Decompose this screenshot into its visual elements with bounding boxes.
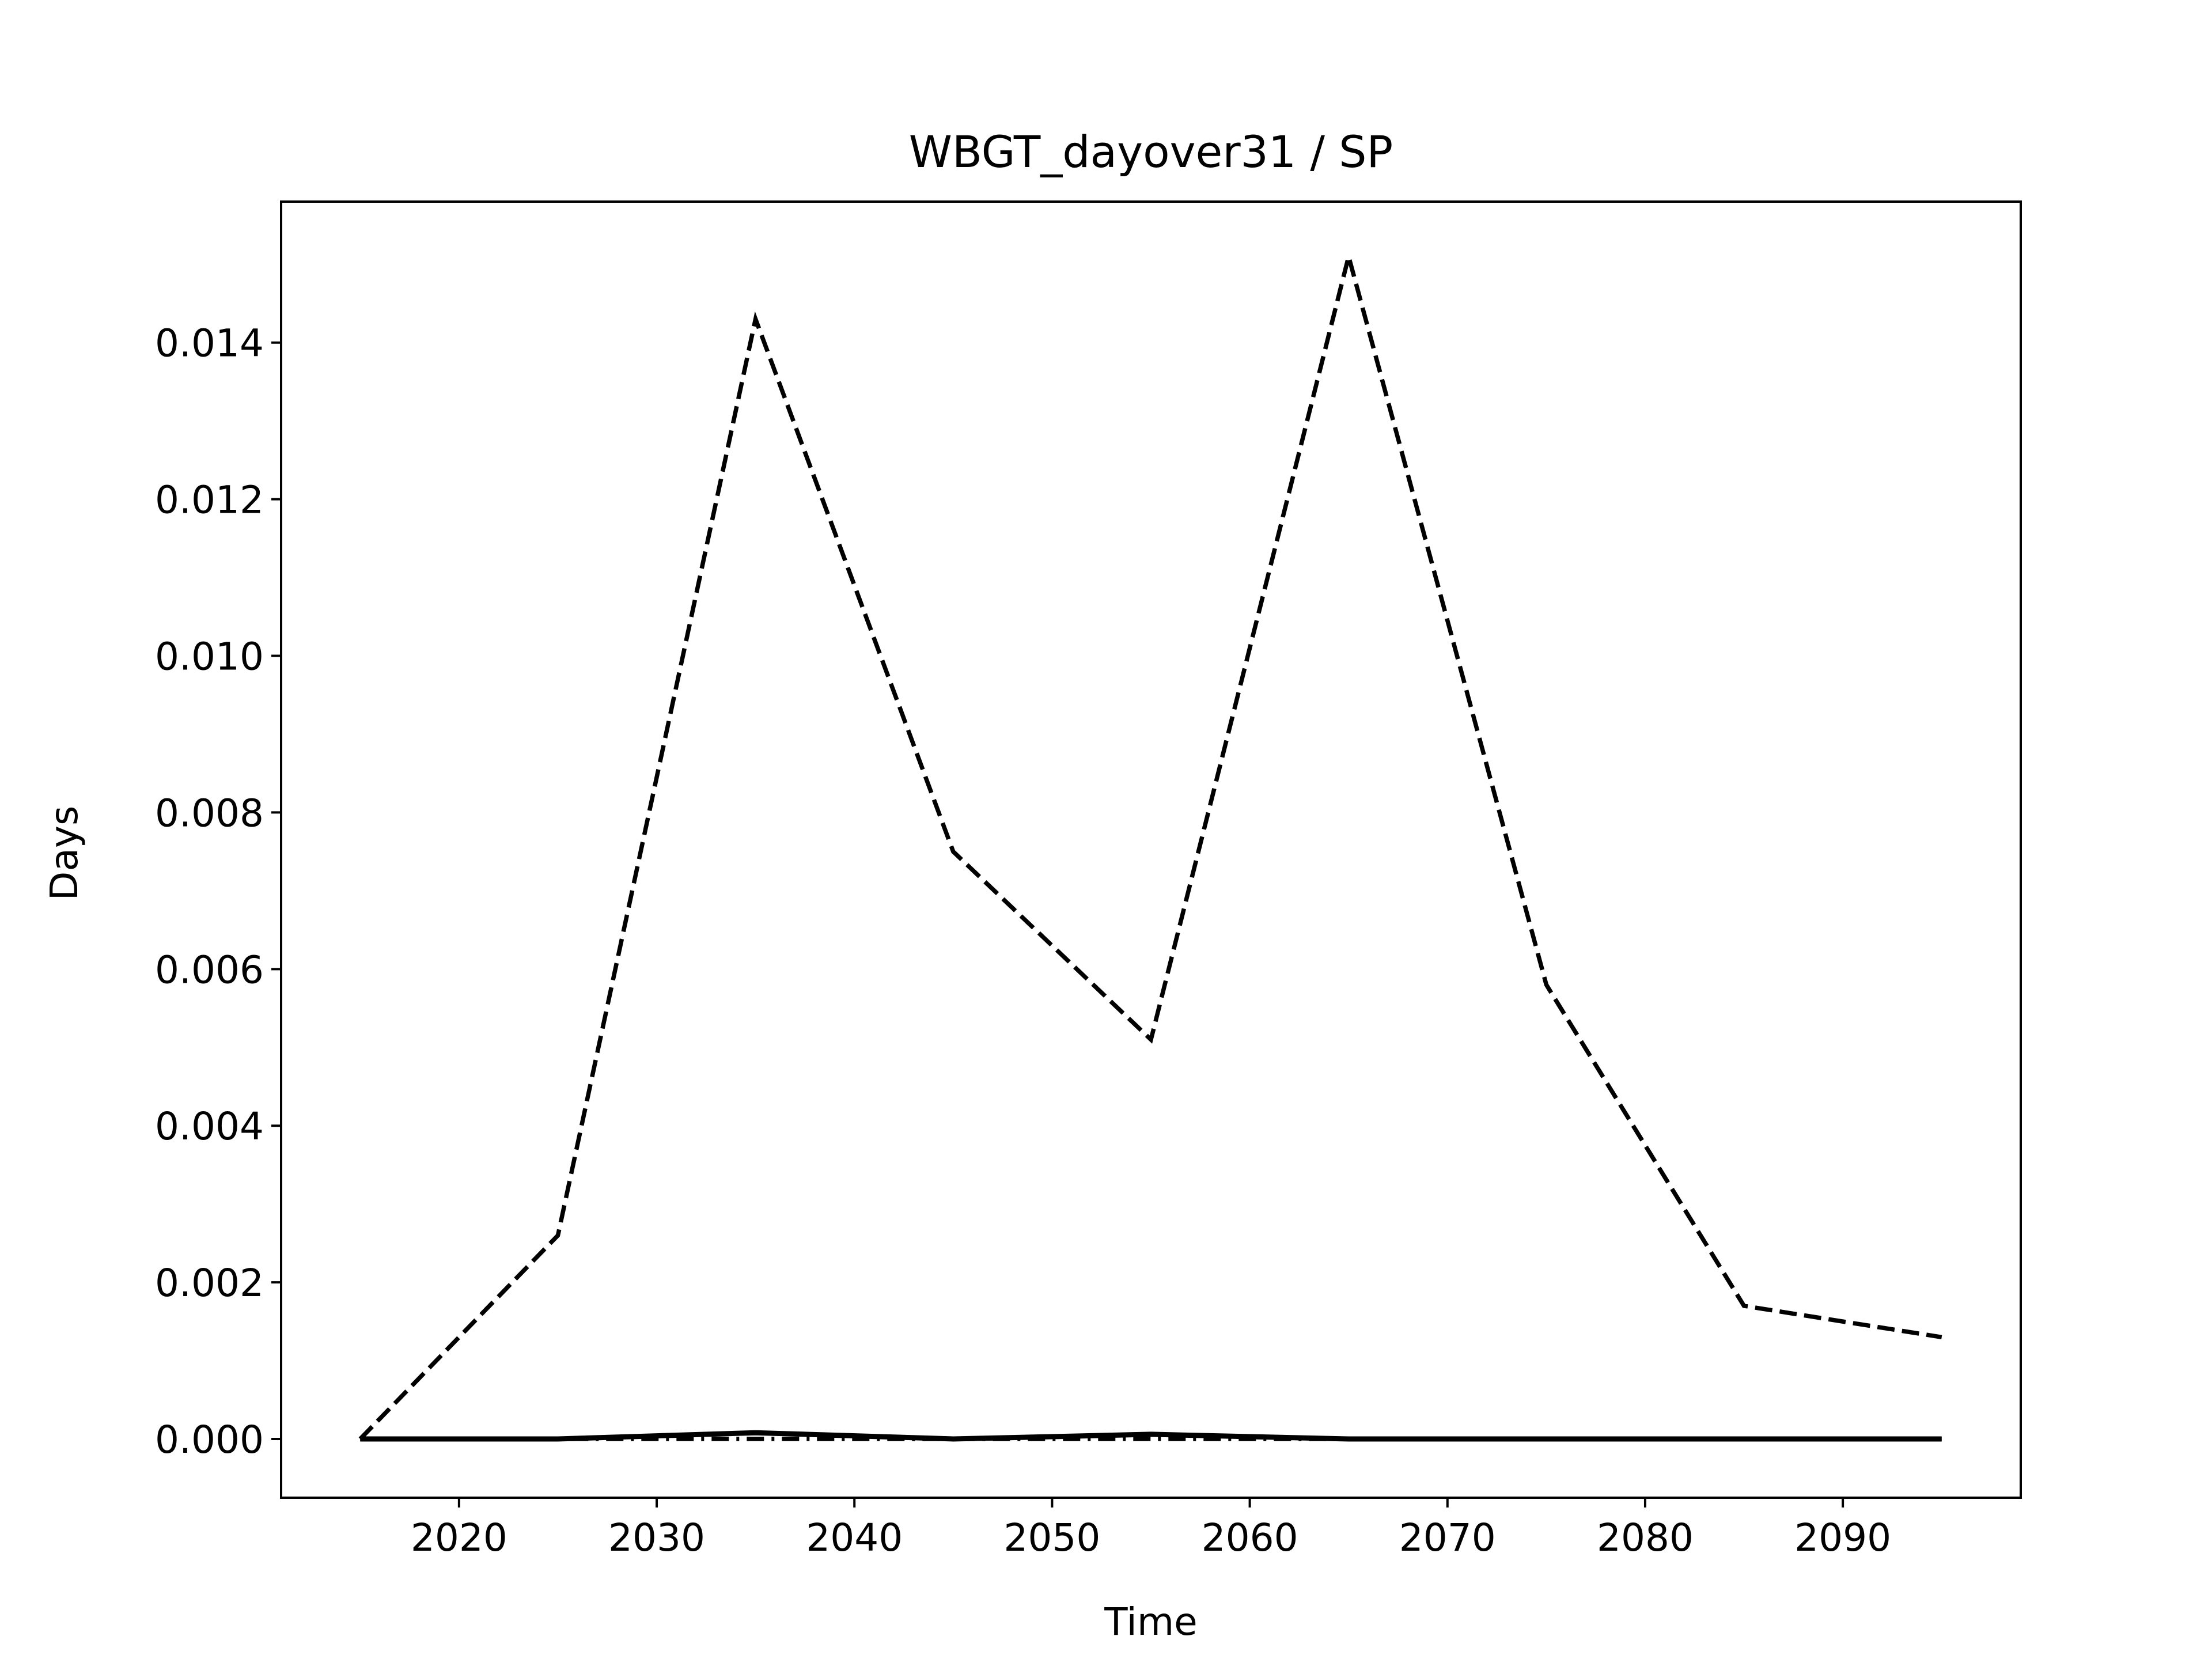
x-tick-label: 2020 [411,1516,507,1560]
y-tick-label: 0.000 [155,1418,264,1462]
y-axis: 0.000 0.002 0.004 0.006 0.008 0.010 0.012 0.014 [155,321,281,1462]
x-tick-label: 2040 [806,1516,903,1560]
x-tick-label: 2070 [1399,1516,1496,1560]
x-tick-label: 2060 [1202,1516,1298,1560]
y-tick-label: 0.012 [155,478,264,522]
plot-area [280,200,2022,1499]
series-line-2 [358,248,1942,1441]
y-tick-label: 0.010 [155,635,264,679]
y-tick-label: 0.004 [155,1104,264,1149]
x-tick-label: 2030 [608,1516,705,1560]
series-line-1 [360,1430,1942,1442]
chart-title: WBGT_dayover31 / SP [909,126,1393,177]
x-tick-label: 2090 [1794,1516,1891,1560]
y-tick-label: 0.006 [155,948,264,992]
x-axis-label: Time [1104,1600,1198,1644]
plot-frame [280,200,2022,1499]
x-tick-label: 2080 [1597,1516,1694,1560]
x-axis: 2020 2030 2040 2050 2060 2070 2080 2090 [411,1498,1891,1560]
y-axis-label: Days [42,806,86,901]
y-tick-label: 0.014 [155,321,264,366]
x-tick-label: 2050 [1003,1516,1100,1560]
y-tick-label: 0.008 [155,791,264,835]
y-tick-label: 0.002 [155,1261,264,1305]
